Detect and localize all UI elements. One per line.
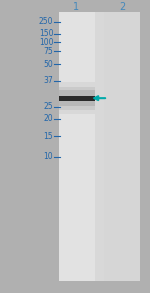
Text: 10: 10 [44, 152, 53, 161]
Text: 50: 50 [44, 60, 53, 69]
Text: 37: 37 [44, 76, 53, 85]
Bar [58, 12, 95, 281]
Bar [59, 82, 94, 114]
Bar [59, 96, 94, 101]
Text: 150: 150 [39, 29, 53, 38]
Bar [59, 87, 94, 110]
Bar [104, 12, 140, 281]
Text: 250: 250 [39, 18, 53, 26]
Text: 20: 20 [44, 114, 53, 123]
Text: 100: 100 [39, 38, 53, 47]
Text: 25: 25 [44, 103, 53, 111]
Text: 1: 1 [74, 2, 80, 12]
Bar [59, 90, 94, 106]
Text: 2: 2 [119, 2, 125, 12]
Text: 15: 15 [44, 132, 53, 141]
Text: 75: 75 [44, 47, 53, 56]
Bar [58, 12, 140, 281]
